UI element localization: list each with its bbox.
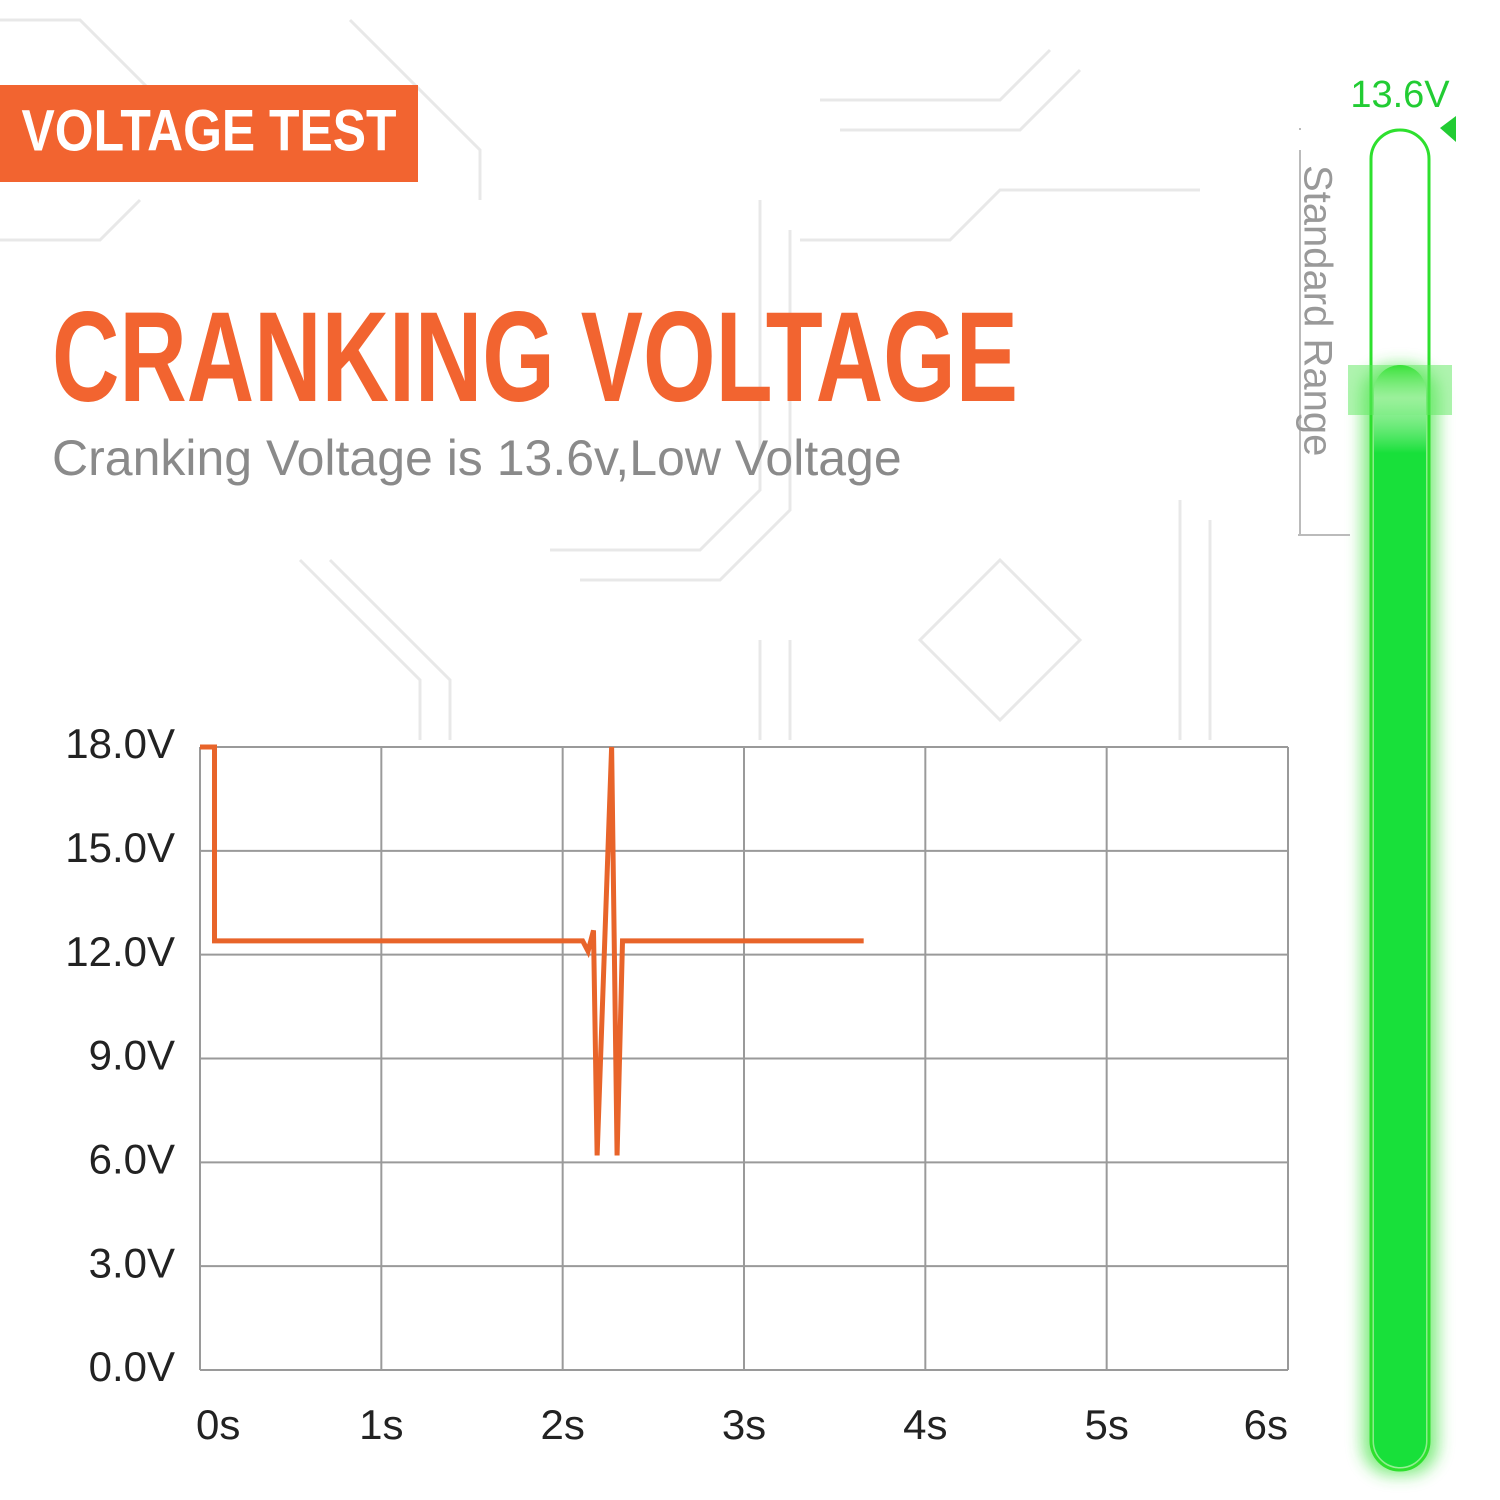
x-tick-label: 1s: [359, 1401, 403, 1448]
circuit-decoration: [0, 18, 1212, 740]
gauge: 13.6V Standard Range: [1295, 74, 1456, 1475]
y-tick-label: 12.0V: [65, 928, 175, 975]
gauge-fill: [1374, 365, 1426, 1467]
banner-text: VOLTAGE TEST: [22, 98, 397, 163]
x-tick-label: 3s: [722, 1401, 766, 1448]
heading: CRANKING VOLTAGE: [52, 286, 1018, 429]
y-tick-label: 9.0V: [89, 1032, 175, 1079]
plot: 0.0V 3.0V 6.0V 9.0V 12.0V 15.0V 18.0V 0s 1s 2s 3s 4…: [65, 720, 1289, 1448]
subtitle: Cranking Voltage is 13.6v,Low Voltage: [52, 430, 902, 486]
gauge-label: 13.6V: [1350, 74, 1450, 116]
x-tick-label: 5s: [1084, 1401, 1128, 1448]
y-tick-label: 0.0V: [89, 1343, 175, 1390]
banner: [0, 85, 418, 182]
y-tick-label: 6.0V: [89, 1135, 175, 1182]
data-line: [200, 744, 864, 1156]
x-tick-label: 0s: [196, 1401, 240, 1448]
y-tick-label: 15.0V: [65, 824, 175, 871]
x-tick-label: 4s: [903, 1401, 947, 1448]
range-label: Standard Range: [1295, 165, 1339, 456]
y-tick-label: 3.0V: [89, 1239, 175, 1286]
y-tick-label: 18.0V: [65, 720, 175, 767]
gauge-pointer: [1440, 116, 1456, 142]
x-tick-label: 2s: [540, 1401, 584, 1448]
x-tick-label: 6s: [1244, 1401, 1288, 1448]
